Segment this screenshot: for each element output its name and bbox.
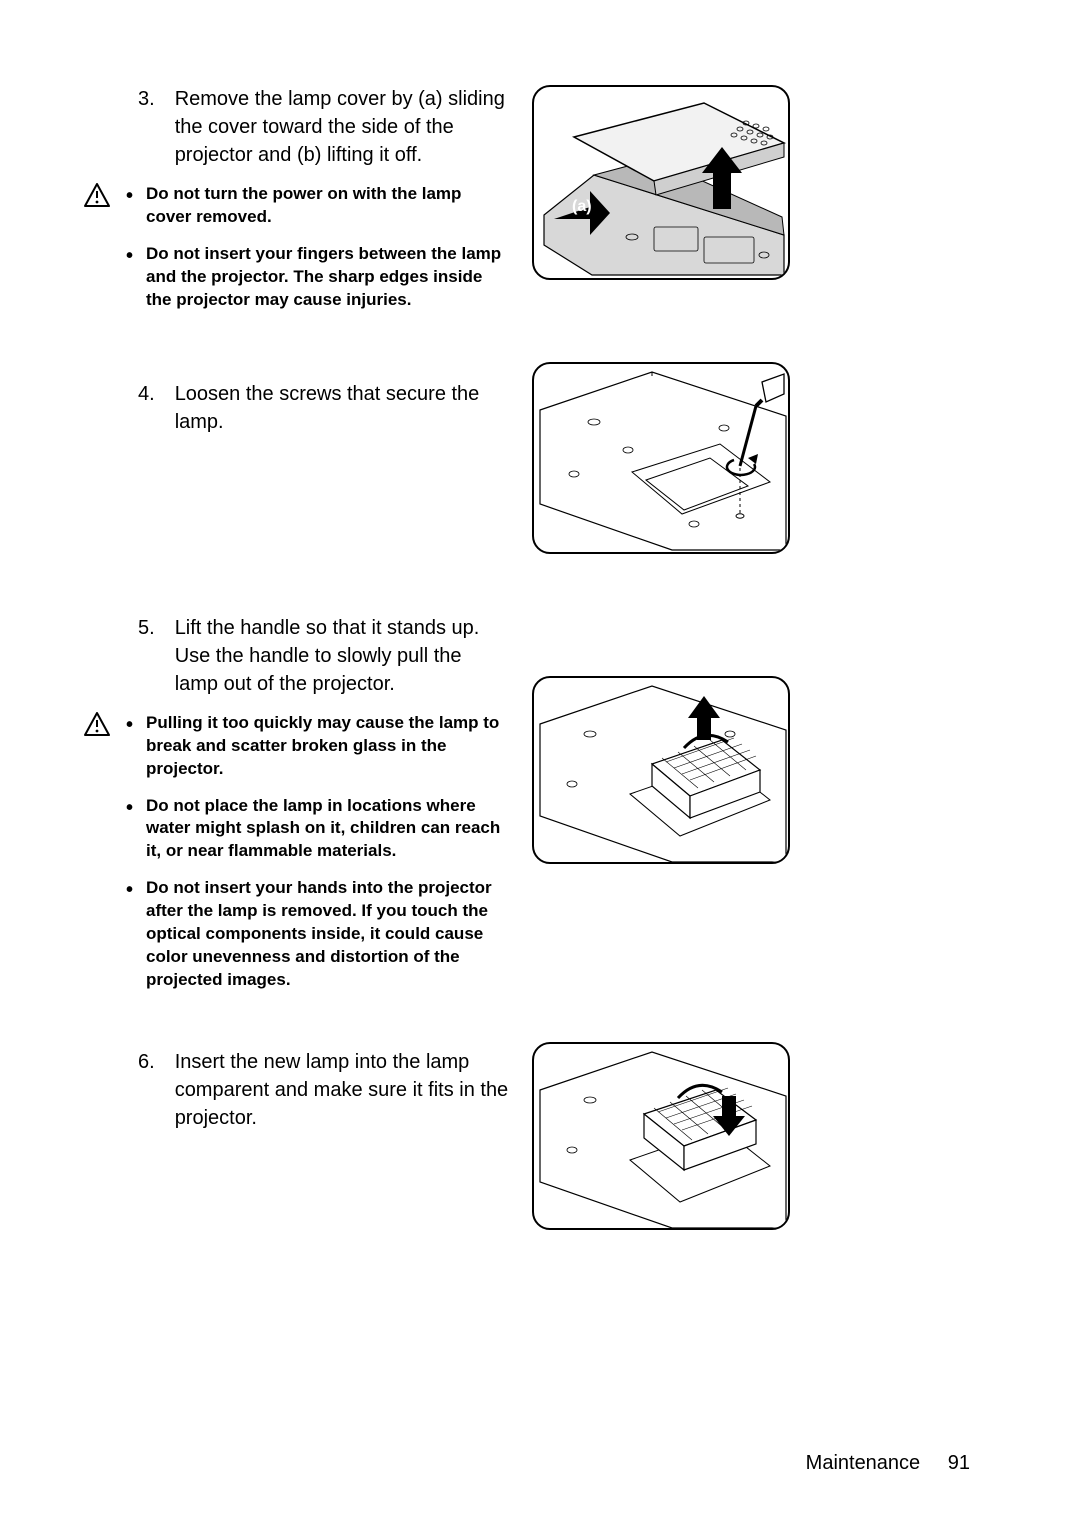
figure-3: (a) (b) [532,85,790,280]
warning-list: Pulling it too quickly may cause the lam… [122,712,510,1006]
step-3-text: 3. Remove the lamp cover by (a) sliding … [110,85,510,326]
figure-5 [532,676,790,864]
figure-col-4 [532,362,790,554]
step-4-text: 4. Loosen the screws that secure the lam… [110,362,510,446]
step-6-text: 6. Insert the new lamp into the lamp com… [110,1042,510,1142]
footer-section: Maintenance [806,1452,921,1474]
step-body: Insert the new lamp into the lamp compar… [175,1048,510,1132]
warning-item: Do not insert your fingers between the l… [122,243,510,312]
figure-col-5 [532,614,790,864]
step-number: 5. [110,614,155,698]
footer-page-number: 91 [948,1452,970,1474]
page-footer: Maintenance 91 [806,1452,970,1475]
step-number: 4. [110,380,155,436]
warning-block-5: Pulling it too quickly may cause the lam… [110,712,510,1006]
figure-col-3: (a) (b) [532,85,790,280]
warning-item: Do not insert your hands into the projec… [122,877,510,992]
step-6-row: 6. Insert the new lamp into the lamp com… [110,1042,970,1230]
warning-item: Do not place the lamp in locations where… [122,795,510,864]
step-6: 6. Insert the new lamp into the lamp com… [110,1048,510,1132]
fig-label-a: (a) [572,198,592,215]
step-body: Lift the handle so that it stands up. Us… [175,614,510,698]
step-5: 5. Lift the handle so that it stands up.… [110,614,510,698]
step-body: Remove the lamp cover by (a) sliding the… [175,85,510,169]
figure-col-6 [532,1042,790,1230]
figure-6 [532,1042,790,1230]
warning-item: Do not turn the power on with the lamp c… [122,183,510,229]
step-3-row: 3. Remove the lamp cover by (a) sliding … [110,85,970,326]
step-5-row: 5. Lift the handle so that it stands up.… [110,614,970,1006]
step-number: 3. [110,85,155,169]
warning-icon [84,183,110,209]
step-4-row: 4. Loosen the screws that secure the lam… [110,362,970,554]
warning-item: Pulling it too quickly may cause the lam… [122,712,510,781]
step-3: 3. Remove the lamp cover by (a) sliding … [110,85,510,169]
warning-block-3: Do not turn the power on with the lamp c… [110,183,510,326]
fig-label-b: (b) [742,178,762,195]
warning-icon [84,712,110,738]
step-5-text: 5. Lift the handle so that it stands up.… [110,614,510,1006]
figure-4 [532,362,790,554]
step-4: 4. Loosen the screws that secure the lam… [110,380,510,436]
step-body: Loosen the screws that secure the lamp. [175,380,510,436]
warning-list: Do not turn the power on with the lamp c… [122,183,510,326]
step-number: 6. [110,1048,155,1132]
content-column: 3. Remove the lamp cover by (a) sliding … [110,85,970,1230]
